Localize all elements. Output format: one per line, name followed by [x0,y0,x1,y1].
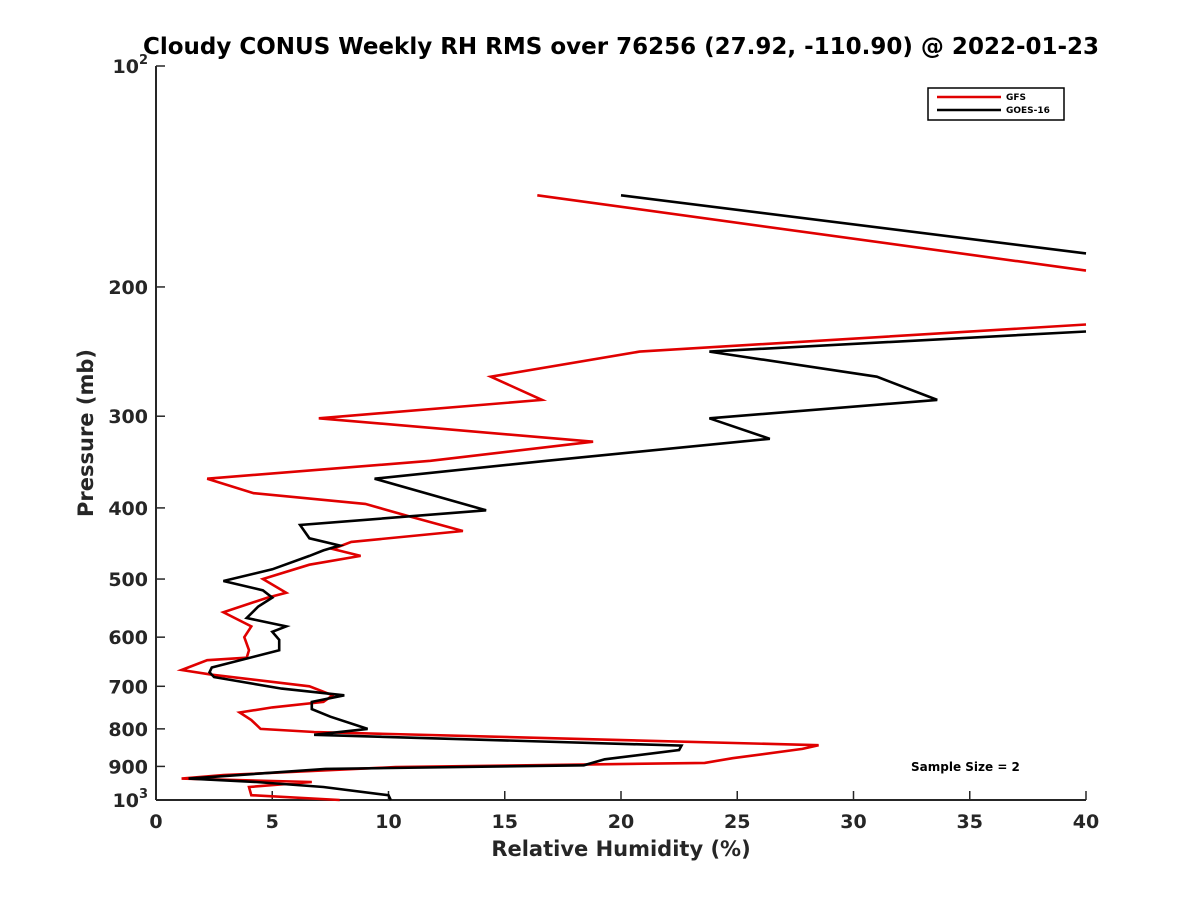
series-line-goes-16-seg1 [188,330,1087,801]
series-line-goes-16-seg0 [620,194,1087,255]
x-tick-label: 35 [957,811,983,833]
x-ticks: 0 5 10 15 20 25 30 35 40 [149,791,1099,833]
y-tick-label: 900 [108,756,148,778]
legend-box [927,87,1065,121]
x-tick-label: 15 [492,811,518,833]
legend-label-goes16: GOES-16 [1006,106,1050,116]
x-tick-label: 20 [608,811,634,833]
y-tick-label: 300 [108,406,148,428]
x-tick-label: 40 [1073,811,1099,833]
series-line-gfs-seg1 [176,323,1087,802]
y-tick-label: 700 [108,676,148,698]
y-tick-label: 500 [108,569,148,591]
y-tick-label: 103 [113,787,149,812]
x-tick-label: 5 [266,811,279,833]
y-tick-label: 600 [108,627,148,649]
y-tick-label: 800 [108,719,148,741]
y-tick-label: 200 [108,277,148,299]
series-line-gfs-seg0 [537,194,1087,272]
x-tick-label: 30 [840,811,866,833]
chart-title: Cloudy CONUS Weekly RH RMS over 76256 (2… [143,34,1099,60]
x-tick-label: 10 [375,811,401,833]
y-ticks: 102 200 300 400 500 600 700 800 900 103 [108,53,165,812]
sample-size-annotation: Sample Size = 2 [911,760,1020,774]
y-axis-label: Pressure (mb) [74,349,98,517]
x-axis-label: Relative Humidity (%) [491,837,750,861]
x-tick-label: 0 [149,811,162,833]
y-tick-label: 400 [108,498,148,520]
y-tick-label: 102 [113,53,149,78]
series-layer [176,194,1087,802]
legend: GFS GOES-16 [927,87,1065,121]
x-tick-label: 25 [724,811,750,833]
legend-label-gfs: GFS [1006,93,1026,103]
